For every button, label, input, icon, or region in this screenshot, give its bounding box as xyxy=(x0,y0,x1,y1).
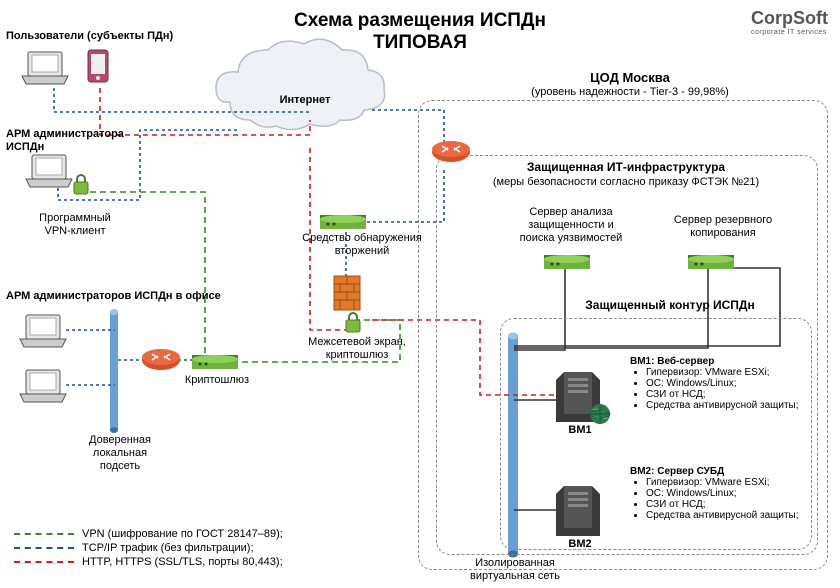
vm1-name: ВМ1 xyxy=(560,424,600,437)
arm-office-label: АРМ администраторов ИСПДн в офисе xyxy=(6,290,266,303)
arm-admin-label: АРМ администратора ИСПДн xyxy=(6,128,156,154)
user-phone-icon xyxy=(88,50,108,82)
admin-laptop-icon xyxy=(26,155,72,187)
main-title: Схема размещения ИСПДн ТИПОВАЯ xyxy=(250,10,590,54)
bullet-item: СЗИ от НСД; xyxy=(646,499,830,510)
users-label: Пользователи (субъекты ПДн) xyxy=(6,30,196,43)
logo-tag: corporate IT services xyxy=(751,29,828,36)
legend-tcp-text: TCP/IP трафик (без фильтрации); xyxy=(82,542,254,554)
internet-label: Интернет xyxy=(270,94,340,107)
legend-http-text: HTTP, HTTPS (SSL/TLS, порты 80,443); xyxy=(82,556,283,568)
ids-label: Средство обнаружения вторжений xyxy=(282,232,442,258)
dc-sub: (уровень надежности - Tier-3 - 99,98%) xyxy=(480,86,780,99)
legend-vpn-text: VPN (шифрование по ГОСТ 28147–89); xyxy=(82,528,283,540)
vm2-title: ВМ2: Сервер СУБД xyxy=(630,466,830,477)
contour-label: Защищенный контур ИСПДн xyxy=(560,298,780,312)
bullet-item: СЗИ от НСД; xyxy=(646,389,830,400)
legend-vpn: VPN (шифрование по ГОСТ 28147–89); xyxy=(14,528,283,540)
office-router-icon xyxy=(142,349,180,370)
trusted-net-label: Доверенная локальная подсеть xyxy=(70,434,170,474)
office-pipe xyxy=(110,309,118,433)
ids-server-icon xyxy=(320,215,366,229)
legend: VPN (шифрование по ГОСТ 28147–89); TCP/I… xyxy=(14,526,283,570)
legend-tcp: TCP/IP трафик (без фильтрации); xyxy=(14,542,283,554)
bullet-item: ОС: Windows/Linux; xyxy=(646,378,830,389)
legend-vpn-line xyxy=(14,533,74,535)
user-laptop-icon xyxy=(22,52,68,84)
vpn-client-label: Программный VPN-клиент xyxy=(20,212,130,238)
bullet-item: Средства антивирусной защиты; xyxy=(646,510,830,521)
bullet-item: Гипервизор: VMware ESXi; xyxy=(646,367,830,378)
infra-sub: (меры безопасности согласно приказу ФСТЭ… xyxy=(456,176,796,189)
cryptogw-label: Криптошлюз xyxy=(172,374,262,387)
vm1-list: Гипервизор: VMware ESXi;ОС: Windows/Linu… xyxy=(630,367,830,411)
firewall-icon xyxy=(334,276,360,310)
vm1-title: ВМ1: Веб-сервер xyxy=(630,356,830,367)
office-laptop2-icon xyxy=(20,370,66,402)
infra-title: Защищенная ИТ-инфраструктура xyxy=(476,160,776,174)
bullet-item: Гипервизор: VMware ESXi; xyxy=(646,477,830,488)
vm2-name: ВМ2 xyxy=(560,538,600,551)
dc-title: ЦОД Москва xyxy=(510,70,750,86)
title-line2: ТИПОВАЯ xyxy=(250,32,590,54)
bullet-item: ОС: Windows/Linux; xyxy=(646,488,830,499)
vm2-list: Гипервизор: VMware ESXi;ОС: Windows/Linu… xyxy=(630,477,830,521)
bullet-item: Средства антивирусной защиты; xyxy=(646,400,830,411)
office-cryptogw-icon xyxy=(192,355,238,369)
legend-http-line xyxy=(14,561,74,563)
legend-tcp-line xyxy=(14,547,74,549)
iso-net-label: Изолированная виртуальная сеть xyxy=(440,557,590,583)
logo: CorpSoft corporate IT services xyxy=(751,8,828,36)
office-laptop1-icon xyxy=(20,315,66,347)
vm1-block: ВМ1: Веб-сервер Гипервизор: VMware ESXi;… xyxy=(630,356,830,411)
scan-label: Сервер анализа защищенности и поиска уяз… xyxy=(506,206,636,246)
legend-http: HTTP, HTTPS (SSL/TLS, порты 80,443); xyxy=(14,556,283,568)
title-line1: Схема размещения ИСПДн xyxy=(250,10,590,32)
fw-lock-icon xyxy=(346,313,360,332)
vpn-lock-icon xyxy=(74,175,88,194)
logo-name: CorpSoft xyxy=(751,8,828,28)
vm2-block: ВМ2: Сервер СУБД Гипервизор: VMware ESXi… xyxy=(630,466,830,521)
backup-label: Сервер резервного копирования xyxy=(648,214,798,240)
fw-label: Межсетевой экран, криптошлюз xyxy=(282,336,432,362)
